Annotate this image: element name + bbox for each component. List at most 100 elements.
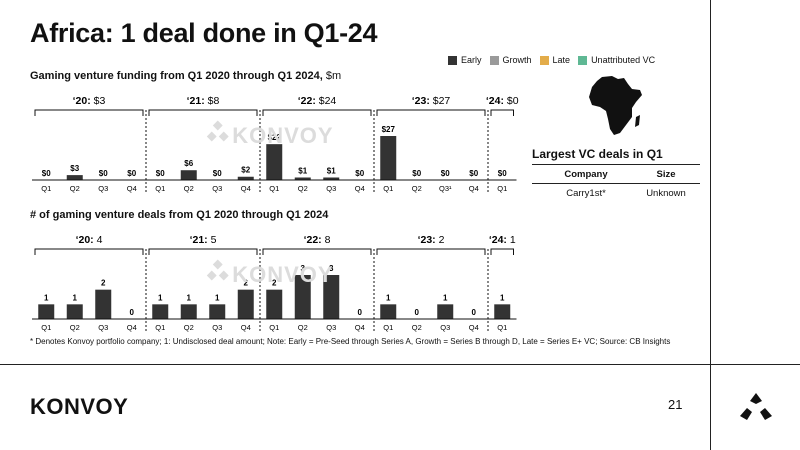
deals-data-label: 1: [73, 293, 78, 302]
deals-data-label: 1: [386, 293, 391, 302]
legend-label-growth: Growth: [502, 55, 532, 65]
footer-divider: [0, 364, 710, 365]
funding-bar: [266, 144, 283, 180]
deals-bar: [95, 289, 112, 319]
funding-data-label: $0: [127, 169, 136, 178]
deals-data-label: 1: [44, 293, 49, 302]
funding-bar: [66, 175, 83, 180]
deals-chart-title: # of gaming venture deals from Q1 2020 t…: [30, 209, 329, 221]
funding-data-label: $22: [268, 133, 282, 142]
funding-data-label: $0: [355, 169, 364, 178]
funding-tick-label: Q1: [41, 184, 51, 193]
deals-tick-label: Q1: [383, 323, 393, 332]
funding-watermark: KONVOY: [232, 123, 333, 148]
deals-data-label: 0: [472, 308, 477, 317]
funding-year-label: ‘24: $0: [486, 95, 519, 107]
deals-watermark: KONVOY: [232, 262, 333, 287]
deals-table-header: Company Size: [532, 165, 700, 184]
deals-tick-label: Q1: [269, 323, 279, 332]
vertical-divider: [710, 0, 711, 450]
funding-data-label: $27: [382, 125, 396, 134]
deals-watermark-icon: [212, 259, 223, 270]
funding-chart-title: Gaming venture funding from Q1 2020 thro…: [30, 70, 341, 82]
funding-tick-label: Q2: [412, 184, 422, 193]
funding-data-label: $1: [298, 167, 307, 176]
konvoy-logo: KONVOY: [30, 394, 129, 419]
page-title: Africa: 1 deal done in Q1-24: [30, 18, 378, 48]
deals-bracket: [376, 248, 486, 255]
deals-data-label: 1: [215, 293, 220, 302]
deals-bar: [323, 275, 340, 319]
funding-tick-label: Q1: [497, 184, 507, 193]
deals-bracket: [148, 248, 258, 255]
deals-data-label: 2: [272, 279, 277, 288]
funding-watermark-icon: [206, 131, 217, 142]
legend-label-early: Early: [461, 55, 482, 65]
deals-year-label: ‘23: 2: [418, 234, 445, 246]
deals-data-label: 1: [443, 293, 448, 302]
deals-data-label: 0: [130, 308, 135, 317]
funding-year-label: ‘20: $3: [73, 95, 106, 107]
deals-tick-label: Q3: [440, 323, 450, 332]
funding-data-label: $0: [156, 169, 165, 178]
deals-tick-label: Q1: [155, 323, 165, 332]
funding-tick-label: Q3: [98, 184, 108, 193]
funding-tick-label: Q2: [184, 184, 194, 193]
legend-item-early: Early: [448, 55, 482, 65]
deals-header-company: Company: [564, 169, 608, 180]
deals-tick-label: Q4: [127, 323, 137, 332]
funding-tick-label: Q2: [70, 184, 80, 193]
deals-data-label: 0: [415, 308, 420, 317]
funding-bar: [237, 176, 254, 180]
funding-data-label: $0: [498, 169, 507, 178]
funding-data-label: $1: [327, 167, 336, 176]
deals-year-label: ‘21: 5: [190, 234, 217, 246]
deals-bar: [237, 289, 254, 319]
largest-deals-table: Largest VC deals in Q1 Company Size Carr…: [532, 147, 700, 202]
largest-deals-title: Largest VC deals in Q1: [532, 147, 700, 165]
deals-tick-label: Q2: [298, 323, 308, 332]
deals-bar: [266, 289, 283, 319]
legend-swatch-growth: [489, 55, 499, 65]
funding-bar: [323, 177, 340, 180]
funding-data-label: $0: [213, 169, 222, 178]
funding-data-label: $6: [184, 159, 193, 168]
deals-bracket: [490, 248, 514, 255]
deals-bar: [152, 304, 169, 319]
deals-data-label: 1: [187, 293, 192, 302]
funding-bracket: [376, 109, 486, 116]
legend-item-growth: Growth: [489, 55, 532, 65]
deals-year-label: ‘22: 8: [304, 234, 331, 246]
funding-data-label: $0: [42, 169, 51, 178]
deals-bar-chart: ‘20: 4 1 Q1 1 Q2 2 Q3 0 Q4 ‘21: 5 1 Q1 1 Q2 1 Q3 2 Q4 ‘22:…: [32, 234, 517, 332]
deals-tick-label: Q2: [412, 323, 422, 332]
deals-header-size: Size: [656, 169, 676, 180]
funding-bar: [180, 170, 197, 180]
deals-bar: [180, 304, 197, 319]
deals-tick-label: Q4: [355, 323, 365, 332]
funding-bracket: [490, 109, 514, 116]
deals-bar: [209, 304, 226, 319]
funding-tick-label: Q3¹: [439, 184, 452, 193]
deals-tick-label: Q1: [41, 323, 51, 332]
funding-bar-chart: ‘20: $3 $0 Q1 $3 Q2 $0 Q3 $0 Q4 ‘21: $8 $0 Q1 $6 Q2 $0…: [32, 95, 519, 193]
deals-data-label: 2: [244, 279, 249, 288]
deals-tick-label: Q1: [497, 323, 507, 332]
deals-year-label: ‘24: 1: [489, 234, 516, 246]
funding-bracket: [262, 109, 372, 116]
deals-watermark-icon: [206, 270, 217, 281]
deals-bar: [294, 275, 311, 319]
deals-data-label: 1: [500, 293, 505, 302]
funding-bracket: [34, 109, 144, 116]
funding-bar: [294, 177, 311, 180]
deals-watermark-icon: [218, 270, 229, 281]
legend-label-unattributed: Unattributed VC: [591, 55, 656, 65]
deals-bracket: [262, 248, 372, 255]
legend-label-late: Late: [552, 55, 571, 65]
funding-data-label: $2: [241, 166, 250, 175]
legend-swatch-early: [448, 55, 457, 65]
deals-tick-label: Q3: [326, 323, 336, 332]
deals-tick-label: Q3: [212, 323, 222, 332]
funding-tick-label: Q4: [469, 184, 479, 193]
deals-year-label: ‘20: 4: [76, 234, 103, 246]
